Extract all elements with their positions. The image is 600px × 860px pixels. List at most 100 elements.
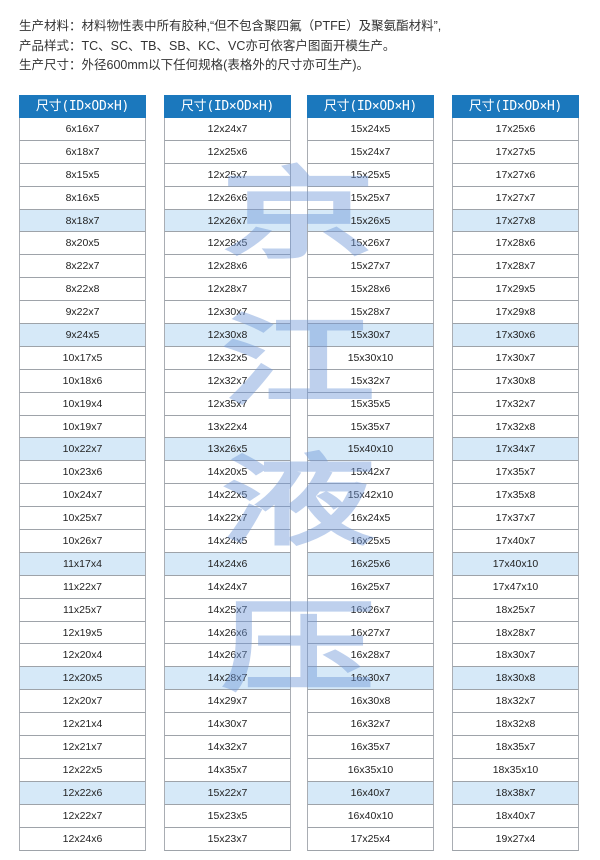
table-row: 18x38x7 bbox=[452, 781, 579, 805]
table-row: 15x35x5 bbox=[307, 392, 434, 416]
table-row: 10x26x7 bbox=[19, 530, 146, 553]
table-row: 17x34x7 bbox=[452, 438, 579, 462]
table-row: 18x40x7 bbox=[452, 804, 579, 828]
table-row: 14x30x7 bbox=[164, 713, 291, 737]
table-row: 16x28x7 bbox=[307, 644, 434, 668]
table-row: 16x35x10 bbox=[307, 758, 434, 782]
table-row: 17x35x8 bbox=[452, 484, 579, 508]
table-header: 尺寸(ID×OD×H) bbox=[452, 95, 579, 118]
size-note: 生产尺寸：外径600mm以下任何规格(表格外的尺寸亦可生产)。 bbox=[19, 58, 370, 72]
table-row: 8x22x7 bbox=[19, 255, 146, 279]
table-row: 17x28x7 bbox=[452, 255, 579, 279]
size-table: 尺寸(ID×OD×H) 15x24x5 15x24x7 15x25x5 15x25x7 1… bbox=[307, 95, 434, 851]
table-row: 14x32x7 bbox=[164, 736, 291, 759]
table-row: 12x21x4 bbox=[19, 713, 146, 737]
table-row: 14x22x5 bbox=[164, 484, 291, 508]
table-row: 17x37x7 bbox=[452, 507, 579, 531]
table-row: 16x25x5 bbox=[307, 530, 434, 553]
table-row: 12x30x8 bbox=[164, 324, 291, 347]
table-row: 17x27x6 bbox=[452, 163, 579, 187]
table-row: 11x22x7 bbox=[19, 575, 146, 599]
table-row: 6x18x7 bbox=[19, 140, 146, 164]
table-row: 15x23x7 bbox=[164, 827, 291, 851]
table-row: 8x15x5 bbox=[19, 163, 146, 187]
table-row: 12x25x7 bbox=[164, 163, 291, 187]
table-row: 12x26x7 bbox=[164, 209, 291, 233]
table-row: 12x22x7 bbox=[19, 804, 146, 828]
table-row: 15x40x10 bbox=[307, 438, 434, 462]
table-row: 17x29x8 bbox=[452, 301, 579, 325]
table-row: 15x24x7 bbox=[307, 140, 434, 164]
table-row: 8x20x5 bbox=[19, 232, 146, 256]
table-row: 16x32x7 bbox=[307, 713, 434, 737]
table-row: 16x40x10 bbox=[307, 804, 434, 828]
table-row: 6x16x7 bbox=[19, 118, 146, 141]
table-row: 12x30x7 bbox=[164, 301, 291, 325]
table-row: 10x22x7 bbox=[19, 438, 146, 462]
table-header: 尺寸(ID×OD×H) bbox=[19, 95, 146, 118]
table-row: 17x40x7 bbox=[452, 530, 579, 553]
table-row: 17x25x4 bbox=[307, 827, 434, 851]
table-row: 16x24x5 bbox=[307, 507, 434, 531]
table-row: 12x22x6 bbox=[19, 781, 146, 805]
table-row: 17x27x8 bbox=[452, 209, 579, 233]
table-row: 15x25x5 bbox=[307, 163, 434, 187]
table-row: 12x21x7 bbox=[19, 736, 146, 759]
table-row: 15x22x7 bbox=[164, 781, 291, 805]
table-row: 8x22x8 bbox=[19, 278, 146, 302]
table-row: 15x35x7 bbox=[307, 415, 434, 439]
table-row: 14x22x7 bbox=[164, 507, 291, 531]
table-row: 15x30x7 bbox=[307, 324, 434, 347]
table-row: 10x18x6 bbox=[19, 369, 146, 393]
table-row: 10x25x7 bbox=[19, 507, 146, 531]
table-row: 15x24x5 bbox=[307, 118, 434, 141]
table-row: 14x24x6 bbox=[164, 552, 291, 576]
table-row: 18x32x7 bbox=[452, 690, 579, 714]
table-row: 12x24x7 bbox=[164, 118, 291, 141]
table-row: 10x17x5 bbox=[19, 346, 146, 370]
table-row: 15x28x7 bbox=[307, 301, 434, 325]
table-row: 18x30x8 bbox=[452, 667, 579, 691]
table-row: 15x27x7 bbox=[307, 255, 434, 279]
table-row: 12x20x7 bbox=[19, 690, 146, 714]
table-row: 14x24x7 bbox=[164, 575, 291, 599]
table-header: 尺寸(ID×OD×H) bbox=[164, 95, 291, 118]
table-row: 15x23x5 bbox=[164, 804, 291, 828]
table-row: 19x27x4 bbox=[452, 827, 579, 851]
table-row: 17x29x5 bbox=[452, 278, 579, 302]
table-row: 12x28x7 bbox=[164, 278, 291, 302]
table-row: 15x42x7 bbox=[307, 461, 434, 485]
table-row: 11x17x4 bbox=[19, 552, 146, 576]
table-row: 16x35x7 bbox=[307, 736, 434, 759]
table-row: 9x22x7 bbox=[19, 301, 146, 325]
table-row: 16x30x8 bbox=[307, 690, 434, 714]
table-row: 10x23x6 bbox=[19, 461, 146, 485]
table-row: 12x32x5 bbox=[164, 346, 291, 370]
table-row: 18x25x7 bbox=[452, 598, 579, 622]
table-row: 18x30x7 bbox=[452, 644, 579, 668]
table-row: 15x42x10 bbox=[307, 484, 434, 508]
table-row: 13x26x5 bbox=[164, 438, 291, 462]
table-row: 8x18x7 bbox=[19, 209, 146, 233]
table-row: 17x47x10 bbox=[452, 575, 579, 599]
intro-text: 生产材料：材料物性表中所有胶种,“但不包含聚四氟（PTFE）及聚氨酯材料”, 产… bbox=[19, 17, 441, 76]
style-note: 产品样式：TC、SC、TB、SB、KC、VC亦可依客户图面开模生产。 bbox=[19, 38, 396, 53]
table-row: 12x24x6 bbox=[19, 827, 146, 851]
table-row: 18x35x10 bbox=[452, 758, 579, 782]
table-row: 14x24x5 bbox=[164, 530, 291, 553]
table-row: 12x28x5 bbox=[164, 232, 291, 256]
table-row: 16x40x7 bbox=[307, 781, 434, 805]
size-table: 尺寸(ID×OD×H) 17x25x6 17x27x5 17x27x6 17x27x7 1… bbox=[452, 95, 579, 851]
table-row: 15x26x5 bbox=[307, 209, 434, 233]
table-row: 17x28x6 bbox=[452, 232, 579, 256]
table-row: 11x25x7 bbox=[19, 598, 146, 622]
table-row: 17x27x5 bbox=[452, 140, 579, 164]
table-row: 14x35x7 bbox=[164, 758, 291, 782]
table-row: 18x35x7 bbox=[452, 736, 579, 759]
table-row: 14x25x7 bbox=[164, 598, 291, 622]
table-row: 16x25x7 bbox=[307, 575, 434, 599]
table-row: 8x16x5 bbox=[19, 186, 146, 210]
table-row: 12x25x6 bbox=[164, 140, 291, 164]
table-row: 12x26x6 bbox=[164, 186, 291, 210]
table-row: 16x26x7 bbox=[307, 598, 434, 622]
